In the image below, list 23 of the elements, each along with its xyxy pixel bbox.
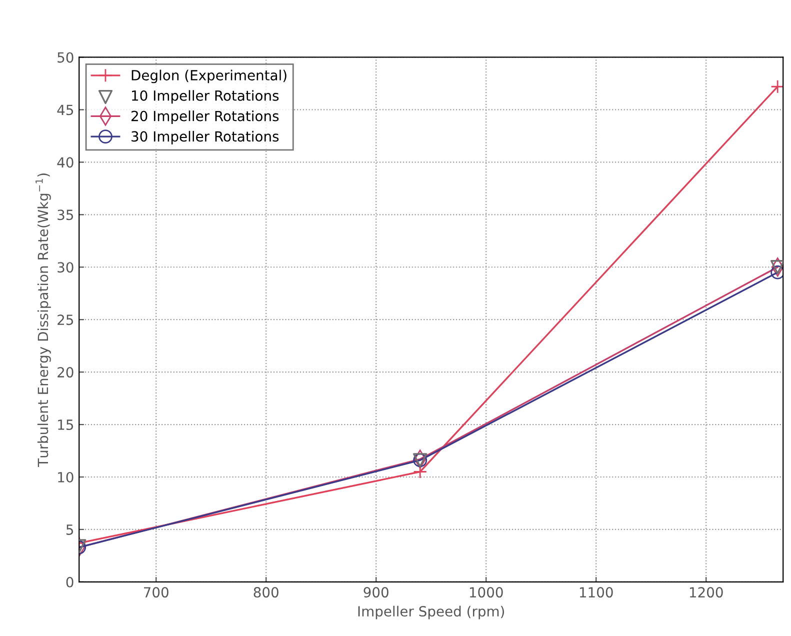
y-tick-label: 0 xyxy=(66,576,74,588)
x-tick-label: 1000 xyxy=(470,587,503,598)
x-tick-label: 1100 xyxy=(580,587,613,598)
y-tick-label: 40 xyxy=(57,157,74,168)
y-tick-label: 10 xyxy=(58,472,74,482)
y-tick-label: 30 xyxy=(58,262,74,273)
y-tick-label: 50 xyxy=(58,52,74,63)
x-tick-label: 700 xyxy=(144,587,168,598)
y-tick-label: 45 xyxy=(57,104,74,116)
y-tick-label: 25 xyxy=(58,314,74,326)
legend-label: 30 Impeller Rotations xyxy=(132,130,279,144)
legend-label: 10 Impeller Rotations xyxy=(132,90,279,104)
x-tick-label: 1200 xyxy=(690,587,723,598)
x-tick-label: 800 xyxy=(254,587,278,598)
y-tick-label: 20 xyxy=(58,367,74,378)
legend-label: Deglon (Experimental) xyxy=(132,70,286,84)
legend-label: 20 Impeller Rotations xyxy=(132,110,279,124)
y-axis-title: Turbulent Energy Dissipation Rate(Wkg$^{−1}$) xyxy=(36,174,51,467)
y-tick-label: 35 xyxy=(58,210,74,220)
x-tick-label: 900 xyxy=(364,587,388,598)
y-tick-label: 5 xyxy=(66,524,74,535)
x-axis-title: Impeller Speed (rpm) xyxy=(358,606,504,620)
y-tick-label: 15 xyxy=(58,420,74,430)
